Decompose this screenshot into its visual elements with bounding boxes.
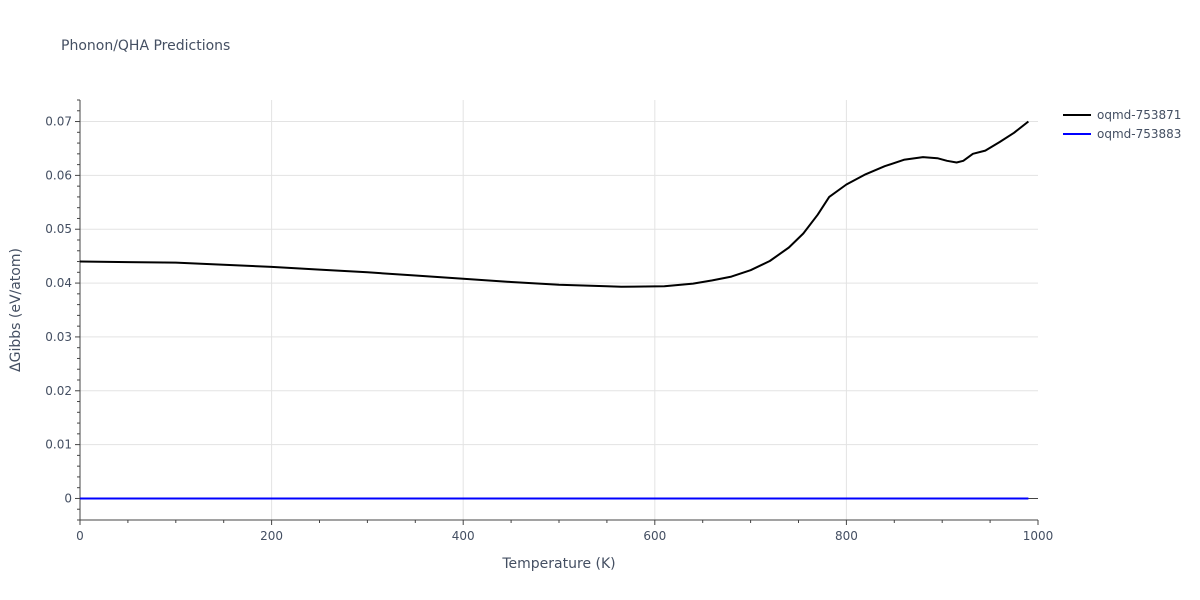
series-layer: [79, 120, 1030, 500]
x-axis-title: Temperature (K): [501, 556, 615, 572]
x-tick-label: 200: [260, 529, 283, 543]
chart-title: Phonon/QHA Predictions: [61, 38, 230, 54]
x-tick-label: 0: [76, 529, 84, 543]
y-tick-label: 0.05: [45, 222, 72, 236]
x-tick-label: 1000: [1023, 529, 1054, 543]
series-line-oqmd-753871: [79, 120, 1030, 288]
y-tick-label: 0.03: [45, 330, 72, 344]
x-tick-label: 800: [835, 529, 858, 543]
legend-label-oqmd-753883: oqmd-753883: [1097, 127, 1181, 141]
axes-layer: 0 0.01 0.02 0.03 0.04 0.05 0.06 0.07 0 200 400 600 8…: [45, 99, 1054, 543]
y-tick-label: 0.02: [45, 384, 72, 398]
x-tick-label: 600: [643, 529, 666, 543]
y-tick-label: 0.01: [45, 438, 72, 452]
y-tick-label: 0.04: [45, 276, 72, 290]
y-tick-label: 0: [64, 491, 72, 505]
legend: oqmd-753871 oqmd-753883: [1063, 108, 1181, 141]
x-tick-label: 400: [452, 529, 475, 543]
legend-label-oqmd-753871: oqmd-753871: [1097, 108, 1181, 122]
y-tick-label: 0.07: [45, 115, 72, 129]
y-tick-label: 0.06: [45, 168, 72, 182]
y-axis-title: ΔGibbs (eV/atom): [8, 248, 24, 372]
